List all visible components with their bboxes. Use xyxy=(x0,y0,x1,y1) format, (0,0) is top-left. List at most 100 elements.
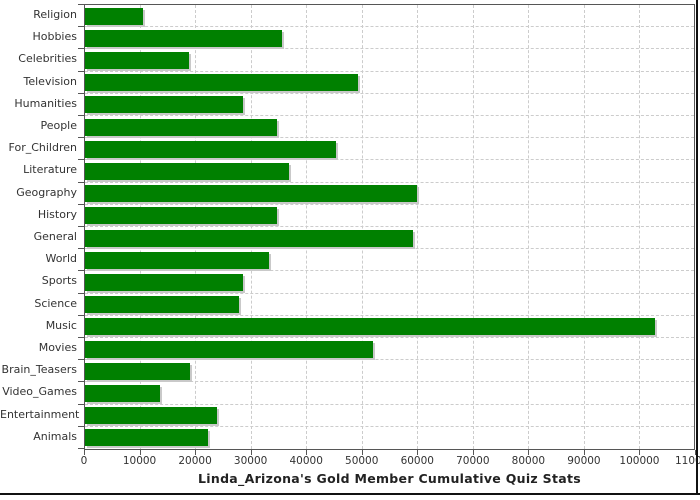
bar-humanities xyxy=(85,96,244,114)
x-tick-mark xyxy=(417,450,419,455)
category-label: General xyxy=(33,230,77,243)
y-tick-mark xyxy=(78,248,84,250)
category-label: Video_Games xyxy=(2,385,77,399)
horizontal-gridline xyxy=(85,92,694,94)
x-tick-label: 0 xyxy=(80,455,88,467)
x-tick-label: 20000 xyxy=(178,455,212,467)
horizontal-gridline xyxy=(85,381,694,383)
horizontal-gridline xyxy=(85,137,694,139)
x-tick-label: 50000 xyxy=(345,455,379,467)
bar-geography xyxy=(85,185,417,203)
y-tick-mark xyxy=(78,337,84,338)
vertical-gridline xyxy=(639,5,641,449)
horizontal-gridline xyxy=(85,48,694,50)
category-label: World xyxy=(45,252,77,266)
horizontal-gridline xyxy=(85,181,694,183)
horizontal-gridline xyxy=(85,425,694,427)
category-label: Religion xyxy=(33,8,77,21)
x-tick-label: 10000 xyxy=(122,455,157,467)
window-border-right xyxy=(696,0,698,495)
bar-sports xyxy=(85,273,243,291)
category-label: Literature xyxy=(23,163,77,177)
category-label: Sports xyxy=(41,274,77,288)
category-label: History xyxy=(37,207,77,221)
x-tick-mark xyxy=(361,450,363,455)
bar-for_children xyxy=(85,140,337,158)
y-tick-mark xyxy=(78,70,84,72)
horizontal-gridline xyxy=(85,337,694,338)
bar-movies xyxy=(85,340,373,358)
bar-animals xyxy=(85,429,208,447)
category-label: Humanities xyxy=(14,96,77,110)
y-tick-mark xyxy=(78,448,84,449)
x-tick-mark xyxy=(472,450,474,455)
bar-literature xyxy=(85,162,289,180)
bar-video_games xyxy=(85,384,161,402)
category-label: People xyxy=(40,119,77,132)
y-tick-mark xyxy=(78,92,84,94)
horizontal-gridline xyxy=(85,26,694,28)
horizontal-gridline xyxy=(85,359,694,361)
category-label: Movies xyxy=(38,341,77,354)
y-tick-mark xyxy=(78,292,84,294)
x-tick-label: 40000 xyxy=(289,455,323,467)
x-tick-label: 60000 xyxy=(400,455,434,467)
y-tick-mark xyxy=(78,115,84,116)
horizontal-gridline xyxy=(85,115,694,116)
y-tick-mark xyxy=(78,359,84,361)
category-label: Music xyxy=(45,318,77,332)
horizontal-gridline xyxy=(85,270,694,272)
y-tick-mark xyxy=(78,26,84,28)
x-tick-mark xyxy=(250,450,252,455)
y-tick-mark xyxy=(78,181,84,183)
bar-music xyxy=(85,318,655,336)
x-tick-mark xyxy=(583,450,585,455)
category-label: Entertainment xyxy=(0,407,80,421)
y-tick-mark xyxy=(78,159,84,161)
y-tick-mark xyxy=(78,314,84,316)
horizontal-gridline xyxy=(85,70,694,72)
horizontal-gridline xyxy=(85,159,694,161)
plot-area xyxy=(84,4,695,450)
y-tick-mark xyxy=(78,203,84,205)
vertical-gridline xyxy=(472,5,474,449)
x-tick-mark xyxy=(139,450,141,455)
x-tick-label: 90000 xyxy=(567,455,601,467)
y-tick-mark xyxy=(78,48,84,50)
vertical-gridline xyxy=(417,5,419,449)
vertical-gridline xyxy=(139,5,141,449)
category-label: Celebrities xyxy=(18,52,77,66)
bar-people xyxy=(85,118,278,136)
horizontal-gridline xyxy=(85,248,694,250)
category-label: For_Children xyxy=(8,141,77,155)
x-tick-label: 110000 xyxy=(674,455,700,467)
y-tick-mark xyxy=(78,137,84,139)
horizontal-gridline xyxy=(85,403,694,405)
chart-title: Linda_Arizona's Gold Member Cumulative Q… xyxy=(198,471,581,486)
bar-television xyxy=(85,74,359,92)
bar-religion xyxy=(85,7,144,25)
x-tick-label: 70000 xyxy=(456,455,490,467)
x-tick-label: 80000 xyxy=(511,455,546,467)
category-label: Science xyxy=(34,296,77,310)
x-tick-mark xyxy=(306,450,308,455)
bar-history xyxy=(85,207,277,225)
y-tick-mark xyxy=(78,381,84,383)
x-tick-mark xyxy=(639,450,641,455)
vertical-gridline xyxy=(306,5,308,449)
category-label: Brain_Teasers xyxy=(1,363,77,377)
category-label: Television xyxy=(23,74,78,88)
bar-entertainment xyxy=(85,407,217,425)
bar-celebrities xyxy=(85,51,190,69)
bar-general xyxy=(85,229,413,247)
vertical-gridline xyxy=(583,5,585,449)
vertical-gridline xyxy=(528,5,530,449)
x-tick-mark xyxy=(84,450,85,455)
category-label: Hobbies xyxy=(32,30,77,44)
vertical-gridline xyxy=(195,5,197,449)
bar-world xyxy=(85,251,269,269)
x-tick-label: 100000 xyxy=(619,455,660,467)
y-tick-mark xyxy=(78,270,84,272)
category-label: Animals xyxy=(33,429,77,443)
